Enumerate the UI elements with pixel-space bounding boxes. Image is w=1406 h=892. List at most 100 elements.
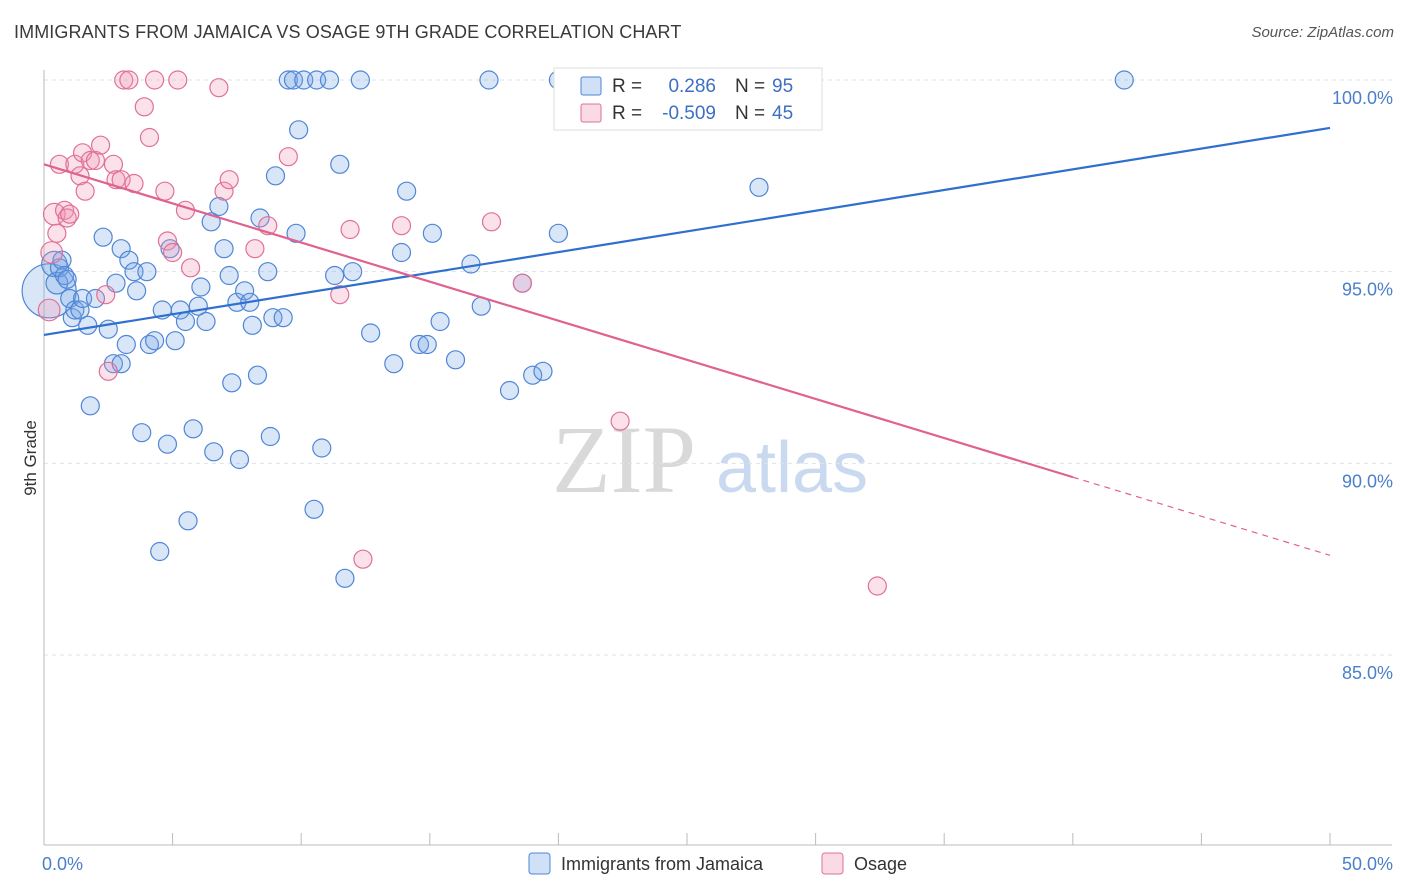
jamaica-point <box>229 449 250 470</box>
osage-point <box>163 242 183 263</box>
jamaica-point <box>250 208 270 228</box>
legend-n-label-2: N = <box>735 103 765 124</box>
jamaica-point <box>422 223 442 243</box>
jamaica-point <box>57 269 77 289</box>
jamaica-point <box>157 434 178 454</box>
legend-n-label-1: N = <box>735 76 765 97</box>
jamaica-point <box>126 281 147 301</box>
jamaica-point <box>178 511 198 531</box>
series-legend-swatch-jamaica <box>528 852 551 875</box>
jamaica-point <box>242 315 262 335</box>
y-axis-title: 9th Grade <box>21 420 40 496</box>
jamaica-point <box>93 227 113 247</box>
osage-point <box>610 411 630 431</box>
osage-point <box>40 241 64 264</box>
jamaica-point <box>445 350 466 370</box>
osage-point <box>391 216 412 236</box>
osage-point <box>114 70 134 90</box>
y-tick-label: 90.0% <box>1342 471 1393 491</box>
osage-point <box>481 212 502 232</box>
x-tick-labels: 0.0% 50.0% <box>42 854 1393 874</box>
x-ticks <box>43 833 1331 845</box>
jamaica-point <box>273 308 293 328</box>
osage-point <box>219 170 239 190</box>
jamaica-point <box>111 239 131 259</box>
x-tick-label: 50.0% <box>1342 854 1393 874</box>
y-tick-label: 100.0% <box>1332 88 1393 108</box>
jamaica-point <box>209 196 229 217</box>
jamaica-point <box>499 380 520 401</box>
jamaica-point <box>523 365 543 385</box>
jamaica-point <box>214 239 234 259</box>
jamaica-point <box>409 334 430 355</box>
jamaica-point <box>196 311 216 332</box>
jamaica-point <box>278 70 298 90</box>
series-legend-label-osage: Osage <box>854 854 907 874</box>
jamaica-point <box>479 70 499 90</box>
jamaica-point <box>330 154 350 174</box>
osage-point <box>157 231 178 251</box>
jamaica-point <box>384 354 404 374</box>
osage-point <box>96 285 116 305</box>
legend-n-value-2: 45 <box>772 103 793 124</box>
jamaica-point <box>461 254 481 274</box>
series-legend-swatch-osage <box>821 852 844 875</box>
jamaica-point <box>289 120 309 140</box>
osage-point <box>90 135 111 155</box>
jamaica-point <box>65 300 85 320</box>
jamaica-point <box>116 334 136 355</box>
series-legend-label-jamaica: Immigrants from Jamaica <box>561 854 764 874</box>
osage-point <box>245 239 265 259</box>
jamaica-point <box>533 361 553 381</box>
watermark-zip: ZIP <box>552 406 696 513</box>
y-tick-labels: 100.0% 95.0% 90.0% 85.0% <box>1332 88 1393 683</box>
osage-point <box>80 150 100 171</box>
osage-point <box>144 70 165 90</box>
jamaica-point <box>335 568 355 588</box>
osage-point <box>181 258 201 278</box>
jamaica-point <box>430 311 450 332</box>
jamaica-point <box>417 334 437 355</box>
osage-point <box>37 298 61 322</box>
jamaica-point <box>191 277 211 297</box>
jamaica-point <box>263 308 283 328</box>
osage-point <box>353 549 373 569</box>
osage-point <box>47 223 67 243</box>
jamaica-point <box>235 281 255 301</box>
osage-point <box>49 154 70 174</box>
osage-point <box>134 97 154 117</box>
legend-n-value-1: 95 <box>772 76 793 97</box>
chart-title: IMMIGRANTS FROM JAMAICA VS OSAGE 9TH GRA… <box>14 22 682 42</box>
axes <box>43 70 1392 846</box>
jamaica-point <box>183 419 203 439</box>
jamaica-point <box>749 177 769 197</box>
jamaica-point <box>62 308 82 328</box>
jamaica-point <box>119 250 139 270</box>
osage-point <box>867 576 887 596</box>
jamaica-point <box>350 70 370 90</box>
jamaica-point <box>165 331 185 351</box>
osage-point <box>214 181 234 201</box>
trend-lines <box>43 126 1331 556</box>
jamaica-point <box>137 262 157 282</box>
stats-legend: R = 0.286 N = 95 R = -0.509 N = 45 <box>553 67 823 131</box>
jamaica-point <box>258 262 278 282</box>
jamaica-point <box>325 265 345 286</box>
legend-swatch-blue <box>580 76 602 96</box>
source-label: Source: ZipAtlas.com <box>1251 24 1394 41</box>
y-tick-label: 85.0% <box>1342 663 1393 683</box>
jamaica-point <box>219 265 239 286</box>
jamaica-point <box>144 331 165 351</box>
x-tick-label: 0.0% <box>42 854 83 874</box>
osage-point <box>75 181 95 201</box>
jamaica-point <box>397 181 417 201</box>
gridlines <box>44 79 1392 656</box>
osage-point <box>119 70 139 90</box>
osage-point <box>85 150 106 171</box>
jamaica-point <box>391 242 412 263</box>
jamaica-point <box>312 438 332 458</box>
osage-point <box>330 285 350 305</box>
legend-r-value-2: -0.509 <box>662 103 716 124</box>
jamaica-point <box>80 396 100 416</box>
